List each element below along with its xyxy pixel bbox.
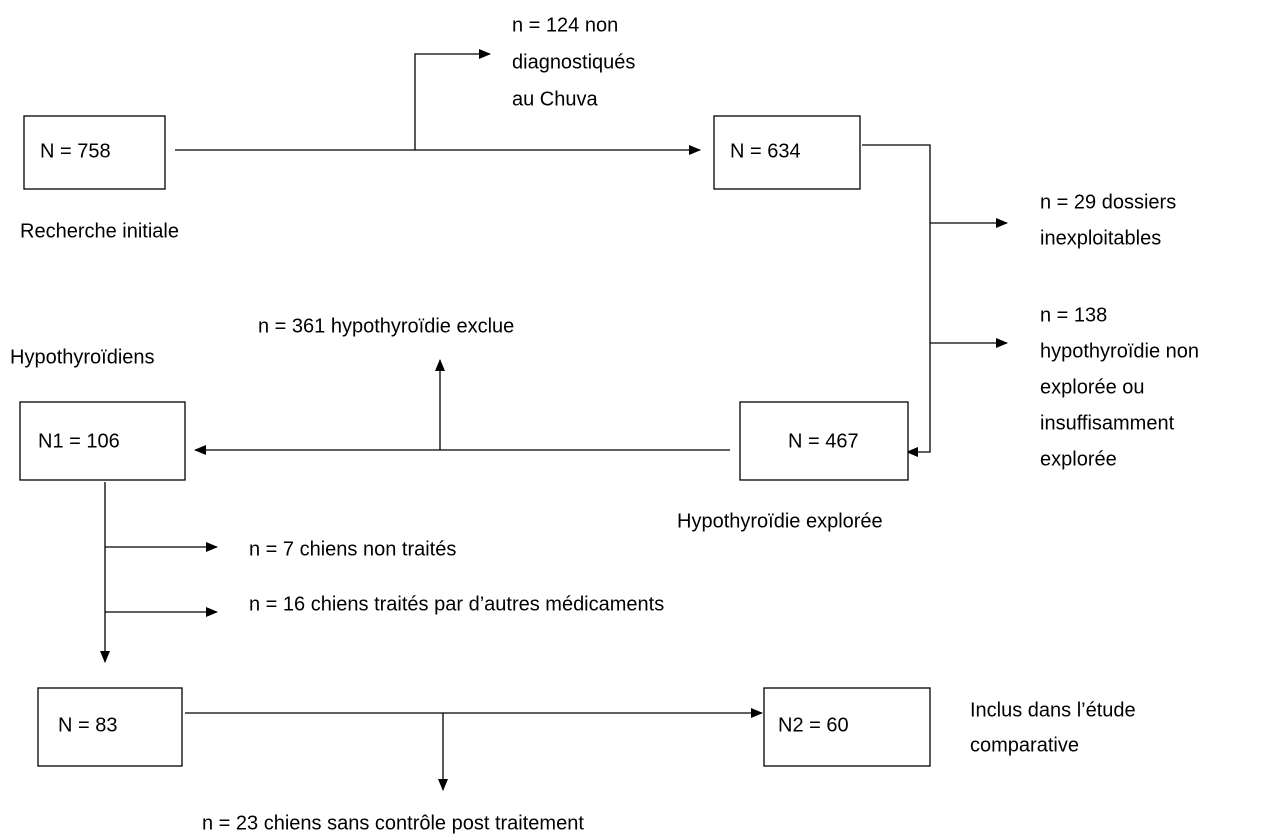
exclusion-label: n = 361 hypothyroïdie exclue: [258, 315, 514, 337]
exclusion-label: insuffisamment: [1040, 412, 1175, 434]
node-caption: Recherche initiale: [20, 220, 179, 242]
node-label: N = 634: [730, 140, 801, 162]
exclusion-label: explorée: [1040, 448, 1117, 470]
exclusion-label: explorée ou: [1040, 376, 1145, 398]
box: [763, 687, 931, 767]
connectors: [100, 49, 1008, 791]
exclusion-label: n = 29 dossiers: [1040, 191, 1176, 213]
arrow: [414, 49, 491, 150]
box: [713, 115, 861, 190]
node-caption: Hypothyroïdiens: [10, 346, 155, 368]
box: [23, 115, 166, 190]
exclusion-label: n = 23 chiens sans contrôle post traitem…: [202, 812, 584, 834]
node-label: N = 758: [40, 140, 111, 162]
node-label: N = 467: [788, 430, 859, 452]
exclusion-label: hypothyroïdie non: [1040, 340, 1199, 362]
box: [739, 401, 909, 481]
node-caption: Hypothyroïdie explorée: [677, 510, 883, 532]
arrow: [862, 144, 931, 457]
box: [19, 401, 186, 481]
exclusion-label: n = 124 non: [512, 14, 618, 36]
exclusion-label: n = 16 chiens traités par d’autres médic…: [249, 593, 664, 615]
exclusion-label: inexploitables: [1040, 227, 1161, 249]
node-label: N1 = 106: [38, 430, 120, 452]
node-caption: Inclus dans l’étude: [970, 699, 1136, 721]
exclusion-label: diagnostiqués: [512, 51, 635, 73]
node-caption: comparative: [970, 734, 1079, 756]
exclusion-label: n = 7 chiens non traités: [249, 538, 456, 560]
exclusion-label: au Chuva: [512, 88, 598, 110]
node-label: N2 = 60: [778, 714, 849, 736]
box: [37, 687, 183, 767]
exclusion-label: n = 138: [1040, 304, 1107, 326]
node-label: N = 83: [58, 714, 117, 736]
